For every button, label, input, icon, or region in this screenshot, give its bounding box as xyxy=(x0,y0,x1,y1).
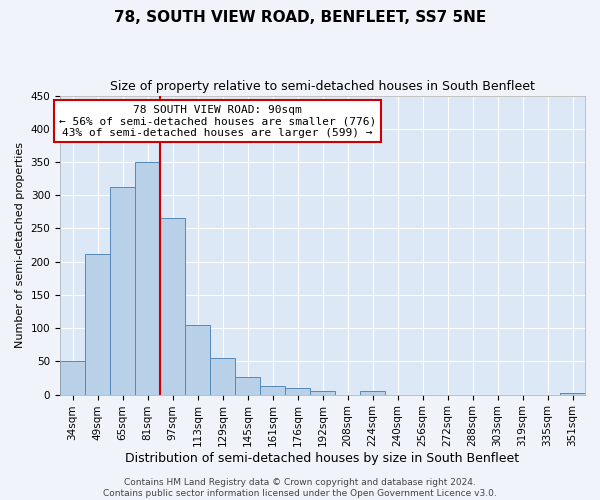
Bar xyxy=(85,254,110,394)
Bar xyxy=(135,162,160,394)
X-axis label: Distribution of semi-detached houses by size in South Benfleet: Distribution of semi-detached houses by … xyxy=(125,452,520,465)
Bar xyxy=(310,392,335,394)
Bar xyxy=(185,326,210,394)
Bar xyxy=(160,218,185,394)
Text: 78 SOUTH VIEW ROAD: 90sqm
← 56% of semi-detached houses are smaller (776)
43% of: 78 SOUTH VIEW ROAD: 90sqm ← 56% of semi-… xyxy=(59,104,376,138)
Bar xyxy=(60,360,85,394)
Bar xyxy=(210,358,235,395)
Bar xyxy=(260,386,285,394)
Bar xyxy=(110,188,135,394)
Text: 78, SOUTH VIEW ROAD, BENFLEET, SS7 5NE: 78, SOUTH VIEW ROAD, BENFLEET, SS7 5NE xyxy=(114,10,486,25)
Bar xyxy=(360,392,385,394)
Bar xyxy=(285,388,310,394)
Text: Contains HM Land Registry data © Crown copyright and database right 2024.
Contai: Contains HM Land Registry data © Crown c… xyxy=(103,478,497,498)
Y-axis label: Number of semi-detached properties: Number of semi-detached properties xyxy=(15,142,25,348)
Title: Size of property relative to semi-detached houses in South Benfleet: Size of property relative to semi-detach… xyxy=(110,80,535,93)
Bar xyxy=(235,376,260,394)
